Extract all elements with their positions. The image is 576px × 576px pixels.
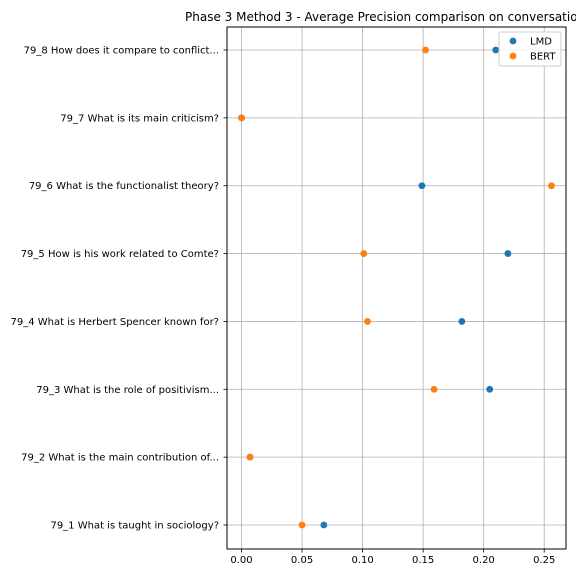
legend-label-lmd: LMD <box>530 37 552 48</box>
legend: LMD BERT <box>498 31 562 67</box>
plot-frame <box>226 26 567 550</box>
x-tick-label: 0.10 <box>351 555 373 566</box>
data-points <box>238 46 555 529</box>
y-tick-label: 79_5 How is his work related to Comte? <box>21 249 219 260</box>
chart-title: Phase 3 Method 3 - Average Precision com… <box>185 10 576 24</box>
x-axis: 0.00 0.05 0.10 0.15 0.20 0.25 <box>230 549 555 566</box>
point-bert <box>298 521 306 529</box>
point-bert <box>548 182 555 190</box>
x-tick-label: 0.15 <box>412 555 434 566</box>
y-axis: 79_1 What is taught in sociology? 79_2 Wh… <box>10 46 227 532</box>
x-tick-label: 0.20 <box>473 555 495 566</box>
legend-marker-lmd <box>509 37 517 45</box>
point-lmd <box>492 46 500 54</box>
legend-marker-bert <box>509 52 517 60</box>
point-lmd <box>418 182 426 190</box>
y-tick-label: 79_8 How does it compare to conflict... <box>24 46 219 57</box>
y-tick-label: 79_1 What is taught in sociology? <box>50 521 219 532</box>
point-bert <box>364 318 371 325</box>
y-tick-label: 79_2 What is the main contribution of... <box>21 453 219 464</box>
y-tick-label: 79_4 What is Herbert Spencer known for? <box>10 317 219 328</box>
x-tick-label: 0.05 <box>291 555 313 566</box>
point-bert <box>238 114 245 122</box>
legend-label-bert: BERT <box>530 52 556 63</box>
point-lmd <box>320 521 328 529</box>
point-bert <box>246 453 254 461</box>
y-tick-label: 79_7 What is its main criticism? <box>60 113 219 124</box>
point-bert <box>422 46 429 54</box>
point-lmd <box>486 385 494 393</box>
point-lmd <box>458 318 466 325</box>
y-tick-label: 79_6 What is the functionalist theory? <box>29 181 219 192</box>
x-tick-label: 0.00 <box>230 555 252 566</box>
point-bert <box>430 385 438 393</box>
x-tick-label: 0.25 <box>533 555 555 566</box>
point-lmd <box>504 250 512 257</box>
y-tick-label: 79_3 What is the role of positivism... <box>36 385 219 396</box>
point-bert <box>360 250 368 257</box>
grid <box>227 27 566 549</box>
